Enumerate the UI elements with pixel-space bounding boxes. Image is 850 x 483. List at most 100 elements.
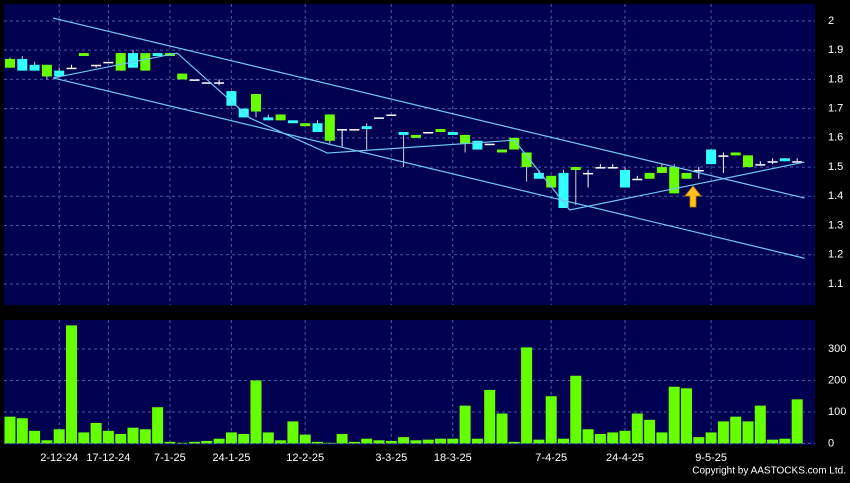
candle-body (189, 79, 200, 81)
candle-body (669, 167, 680, 194)
candle-body (115, 53, 126, 71)
candle-body (386, 114, 397, 116)
volume-bar (558, 438, 569, 444)
volume-bar (90, 422, 102, 444)
volume-bar (779, 438, 791, 444)
candle-body (718, 155, 729, 157)
volume-bar (213, 438, 225, 444)
volume-bar (16, 418, 28, 444)
candle-body (226, 91, 237, 106)
volume-bar (533, 439, 545, 444)
volume-bar (102, 430, 114, 444)
volume-bar (681, 388, 692, 444)
candle-body (263, 117, 274, 121)
volume-bar (619, 430, 631, 444)
y-tick-label: 1.2 (828, 249, 843, 261)
candle-body (595, 167, 606, 169)
candle-body (410, 134, 421, 138)
candle-body (509, 137, 520, 150)
candle-body (251, 94, 261, 112)
candle-body (91, 64, 102, 67)
volume-bar (521, 347, 533, 444)
candle-body (607, 167, 618, 169)
volume-bar (459, 405, 471, 444)
signal-arrow (684, 185, 702, 208)
volume-bar (730, 416, 742, 444)
x-tick-label: 7-1-25 (154, 452, 186, 464)
volume-bar (361, 438, 373, 444)
candle-body (177, 73, 188, 80)
x-tick-label: 24-1-25 (212, 452, 250, 464)
candle-body (730, 152, 741, 156)
volume-bar (164, 441, 176, 444)
y-tick-label: 1.6 (828, 132, 843, 144)
volume-bar (545, 396, 557, 444)
y-tick-label: 2 (828, 15, 834, 27)
y-tick-label: 100 (828, 406, 846, 418)
x-tick-label: 24-4-25 (606, 452, 644, 464)
y-tick-label: 1.4 (828, 190, 843, 202)
x-tick-label: 12-2-25 (286, 452, 324, 464)
candle-body (767, 161, 778, 163)
candle-body (447, 131, 458, 135)
volume-bar (373, 440, 385, 444)
volume-bar (791, 399, 803, 444)
volume-bar (176, 442, 188, 444)
volume-bar (336, 433, 348, 444)
candle-body (484, 143, 495, 146)
candle-body (41, 64, 52, 77)
trend-line (52, 77, 805, 259)
candle-body (287, 120, 298, 124)
volume-bar (225, 432, 237, 444)
volume-bar (139, 429, 151, 444)
candle-body (681, 172, 692, 179)
candle-body (275, 114, 286, 121)
candle-body (374, 117, 384, 119)
volume-bar (127, 427, 139, 444)
volume-bar (115, 433, 127, 444)
candle-body (632, 178, 643, 181)
volume-bar (312, 441, 323, 444)
candle-body (103, 61, 114, 64)
volume-bar (410, 440, 422, 444)
volume-bar (631, 413, 643, 444)
candle-body (128, 53, 138, 68)
y-tick-label: 1.8 (828, 73, 843, 85)
candle-body (558, 172, 569, 208)
volume-panel (4, 320, 815, 445)
volume-bar (250, 380, 262, 444)
candle-body (201, 82, 212, 84)
volume-bar (78, 432, 90, 444)
trend-line (52, 17, 805, 199)
volume-bar (53, 429, 65, 444)
y-tick-label: 1.1 (828, 278, 843, 290)
candle-body (435, 129, 446, 132)
volume-bar (570, 375, 582, 444)
volume-bar (656, 432, 668, 444)
candle-body (792, 161, 803, 163)
volume-bar (262, 432, 274, 444)
candle-body (472, 140, 483, 150)
candle-body (497, 149, 507, 153)
candle-body (460, 134, 471, 144)
volume-bar (238, 433, 250, 444)
candle-body (423, 131, 434, 134)
y-tick-label: 1.3 (828, 219, 843, 231)
candle-body (349, 129, 360, 131)
candle-body (779, 158, 790, 162)
candle-body (300, 123, 311, 127)
volume-bar (348, 441, 360, 444)
volume-bar (4, 416, 16, 444)
volume-bar (607, 432, 619, 444)
volume-bar (582, 429, 594, 444)
volume-bar (324, 442, 336, 444)
y-tick-label: 1.5 (828, 161, 843, 173)
candle-body (337, 129, 348, 131)
y-tick-label: 0 (828, 437, 834, 449)
volume-bar (41, 440, 53, 444)
candle-body (152, 53, 163, 57)
trend-line (52, 52, 805, 211)
x-tick-label: 17-12-24 (86, 452, 130, 464)
